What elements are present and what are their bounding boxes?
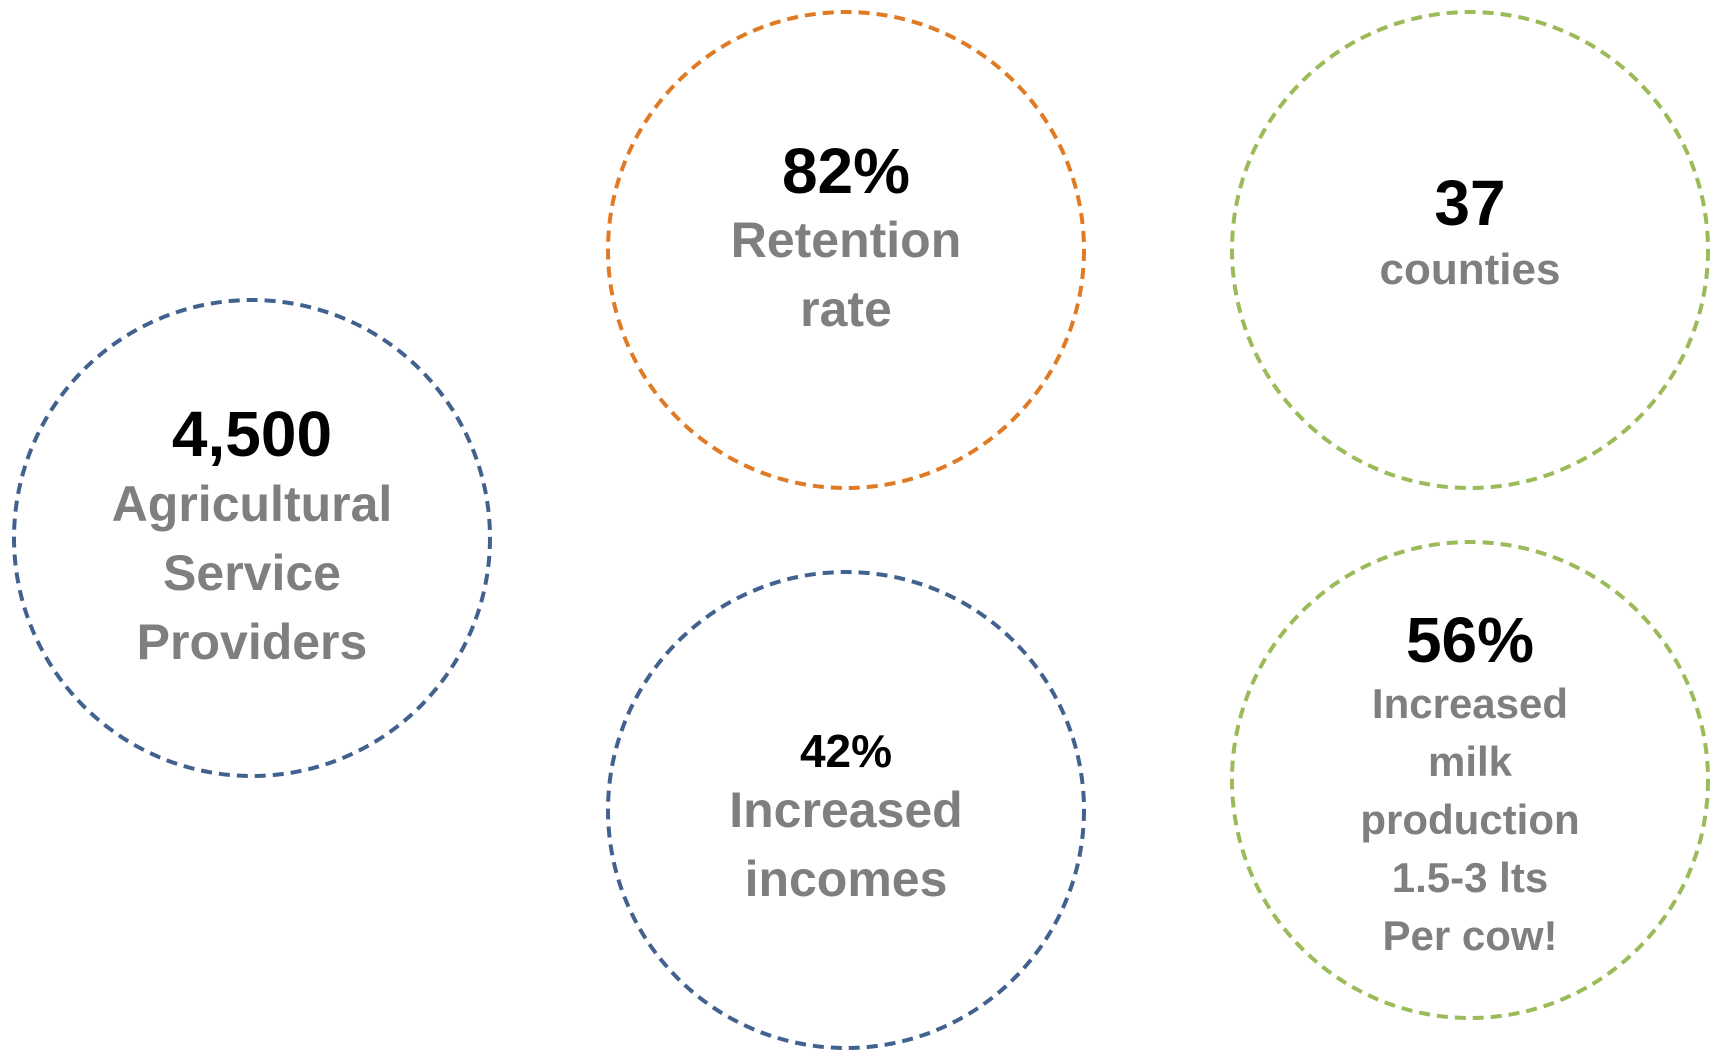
dashed-circle-outline [1230, 10, 1710, 490]
stat-circle-retention-rate: 82% Retention rate [606, 10, 1086, 490]
stat-text-group: 42% Increased incomes [646, 610, 1046, 1010]
stat-circle-service-providers: 4,500 Agricultural Service Providers [12, 298, 492, 778]
stat-value: 4,500 [171, 398, 333, 471]
stat-label: Increased milk production 1.5-3 lts Per … [1360, 680, 1580, 960]
stat-value: 37 [1434, 166, 1506, 239]
stat-circle-milk-production: 56% Increased milk production 1.5-3 lts … [1230, 540, 1710, 1020]
dashed-circle-outline [12, 298, 492, 778]
dashed-circle-outline [1230, 540, 1710, 1020]
stat-label: Agricultural Service Providers [111, 475, 393, 670]
stat-text-group: 56% Increased milk production 1.5-3 lts … [1270, 580, 1670, 980]
stat-label: Retention rate [730, 212, 962, 338]
stat-label: Increased incomes [729, 782, 963, 908]
stat-circle-counties: 37 counties [1230, 10, 1710, 490]
stat-text-group: 82% Retention rate [646, 50, 1046, 450]
stat-value: 82% [781, 134, 911, 207]
stat-label: counties [1379, 245, 1561, 295]
stat-text-group: 4,500 Agricultural Service Providers [52, 338, 452, 738]
stat-text-group: 37 counties [1270, 50, 1670, 450]
stat-circle-increased-incomes: 42% Increased incomes [606, 570, 1086, 1050]
dashed-circle-outline [606, 570, 1086, 1050]
dashed-circle-outline [606, 10, 1086, 490]
stat-value: 56% [1405, 603, 1535, 676]
stat-value: 42% [799, 724, 893, 777]
